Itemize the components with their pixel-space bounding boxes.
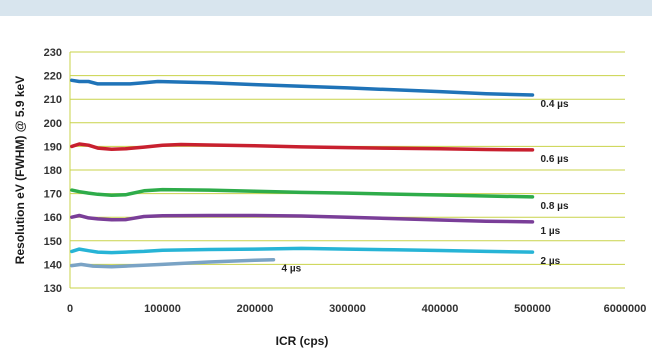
series-label: 2 µs [541,256,561,267]
header-band [0,0,652,16]
series-label: 0.4 µs [541,99,569,110]
series-line [70,213,535,224]
series-line [70,187,535,199]
y-tick-label: 180 [44,165,62,177]
series-layer [70,78,535,269]
x-tick-label: 0 [67,303,73,315]
x-tick-label: 200000 [237,303,274,315]
series-label: 4 µs [282,264,302,275]
y-tick-label: 190 [44,141,62,153]
y-tick-label: 140 [44,259,62,271]
x-tick-label: 6000000 [604,303,647,315]
y-tick-label: 220 [44,71,62,83]
x-tick-label: 400000 [422,303,459,315]
y-tick-label: 130 [44,283,62,295]
y-tick-label: 210 [44,94,62,106]
x-tick-label: 300000 [329,303,366,315]
series-line [70,142,535,152]
series-label: 0.8 µs [541,201,569,212]
x-tick-labels: 0 100000 200000 300000 400000 500000 6000000 [67,303,646,315]
y-tick-label: 160 [44,212,62,224]
series-line [70,257,276,269]
y-axis-title: Resolution eV (FWHM) @ 5.9 keV [13,76,27,264]
series-label: 1 µs [541,226,561,237]
y-tick-label: 200 [44,118,62,130]
x-tick-label: 500000 [514,303,551,315]
series-label: 0.6 µs [541,154,569,165]
y-tick-label: 170 [44,189,62,201]
series-line [70,78,535,97]
y-tick-labels: 130 140 150 160 170 180 190 200 210 220 230 [44,47,62,295]
x-axis-title: ICR (cps) [276,334,329,348]
series-line [70,246,535,255]
series-labels: 0.4 µs 0.6 µs 0.8 µs 1 µs 2 µs 4 µs [282,99,569,275]
y-tick-label: 230 [44,47,62,59]
x-tick-label: 100000 [144,303,181,315]
y-tick-label: 150 [44,236,62,248]
axis-layer [69,52,625,289]
